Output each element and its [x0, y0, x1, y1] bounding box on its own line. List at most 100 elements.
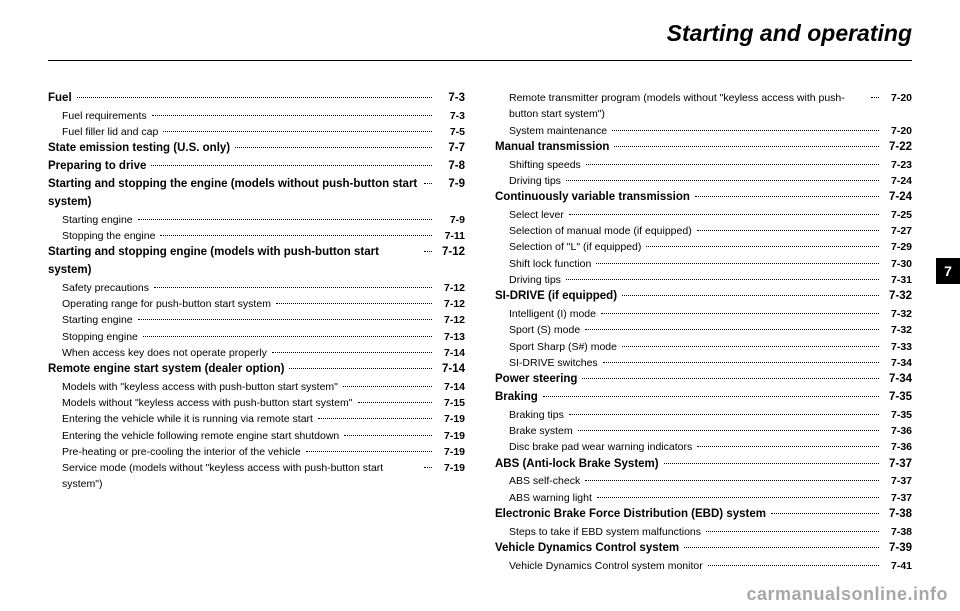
toc-label: ABS (Anti-lock Brake System)	[495, 456, 661, 474]
watermark: carmanualsonline.info	[746, 584, 948, 605]
toc-leader	[235, 147, 432, 148]
toc-label: Intelligent (I) mode	[495, 306, 598, 322]
toc-label: Driving tips	[495, 272, 563, 288]
toc-entry: Steps to take if EBD system malfunctions…	[495, 524, 912, 540]
toc-leader	[289, 368, 432, 369]
toc-entry: When access key does not operate properl…	[48, 345, 465, 361]
toc-label: Braking tips	[495, 407, 566, 423]
toc-leader	[276, 303, 432, 304]
toc-entry: Driving tips7-24	[495, 173, 912, 189]
toc-label: ABS self-check	[495, 473, 582, 489]
toc-label: Driving tips	[495, 173, 563, 189]
toc-leader	[569, 414, 879, 415]
toc-page-number: 7-23	[882, 157, 912, 173]
toc-page-number: 7-34	[882, 355, 912, 371]
toc-page-number: 7-9	[435, 212, 465, 228]
toc-entry: Manual transmission7-22	[495, 139, 912, 157]
toc-page-number: 7-32	[882, 288, 912, 306]
toc-label: Starting engine	[48, 212, 135, 228]
toc-label: Selection of "L" (if equipped)	[495, 239, 643, 255]
toc-label: Fuel requirements	[48, 108, 149, 124]
toc-leader	[586, 164, 879, 165]
toc-label: Fuel filler lid and cap	[48, 124, 160, 140]
toc-page-number: 7-39	[882, 540, 912, 558]
toc-label: Steps to take if EBD system malfunctions	[495, 524, 703, 540]
toc-label: SI-DRIVE (if equipped)	[495, 288, 619, 306]
toc-leader	[344, 435, 432, 436]
toc-leader	[343, 386, 432, 387]
section-tab: 7	[936, 258, 960, 284]
toc-column-right: Remote transmitter program (models witho…	[495, 90, 912, 574]
header: Starting and operating	[48, 20, 912, 68]
toc-leader	[569, 214, 879, 215]
toc-label: Selection of manual mode (if equipped)	[495, 223, 694, 239]
toc-label: Starting and stopping engine (models wit…	[48, 244, 421, 280]
toc-entry: Shifting speeds 7-23	[495, 157, 912, 173]
toc-label: Vehicle Dynamics Control system	[495, 540, 681, 558]
toc-label: Operating range for push-button start sy…	[48, 296, 273, 312]
toc-page-number: 7-14	[435, 379, 465, 395]
toc-page-number: 7-12	[435, 296, 465, 312]
toc-label: Remote transmitter program (models witho…	[495, 90, 868, 123]
toc-page-number: 7-31	[882, 272, 912, 288]
toc-entry: Electronic Brake Force Distribution (EBD…	[495, 506, 912, 524]
toc-leader	[585, 480, 879, 481]
toc-leader	[596, 263, 879, 264]
toc-page-number: 7-37	[882, 473, 912, 489]
toc-page-number: 7-35	[882, 407, 912, 423]
toc-label: Starting and stopping the engine (models…	[48, 176, 421, 212]
chapter-title: Starting and operating	[667, 20, 912, 47]
toc-leader	[77, 97, 432, 98]
toc-entry: Models with "keyless access with push-bu…	[48, 379, 465, 395]
toc-page-number: 7-25	[882, 207, 912, 223]
toc-page-number: 7-9	[435, 176, 465, 194]
toc-page-number: 7-32	[882, 306, 912, 322]
toc-page-number: 7-19	[435, 460, 465, 476]
toc-page-number: 7-12	[435, 244, 465, 262]
toc-label: Remote engine start system (dealer optio…	[48, 361, 286, 379]
toc-label: Stopping the engine	[48, 228, 157, 244]
toc-label: Braking	[495, 389, 540, 407]
toc-leader	[566, 180, 879, 181]
toc-label: Models with "keyless access with push-bu…	[48, 379, 340, 395]
toc-entry: Vehicle Dynamics Control system monitor7…	[495, 558, 912, 574]
toc-entry: Starting and stopping engine (models wit…	[48, 244, 465, 280]
toc-leader	[622, 346, 879, 347]
toc-label: Entering the vehicle following remote en…	[48, 428, 341, 444]
toc-entry: Preparing to drive7-8	[48, 158, 465, 176]
toc-entry: SI-DRIVE switches7-34	[495, 355, 912, 371]
toc-label: Shift lock function	[495, 256, 593, 272]
toc-leader	[597, 497, 879, 498]
toc-label: Manual transmission	[495, 139, 611, 157]
toc-entry: Driving tips 7-31	[495, 272, 912, 288]
toc-leader	[163, 131, 432, 132]
page-container: Starting and operating Fuel7-3Fuel requi…	[0, 0, 960, 594]
toc-leader	[622, 295, 879, 296]
toc-entry: Safety precautions7-12	[48, 280, 465, 296]
toc-entry: Fuel filler lid and cap7-5	[48, 124, 465, 140]
toc-entry: Starting and stopping the engine (models…	[48, 176, 465, 212]
toc-entry: Selection of "L" (if equipped)7-29	[495, 239, 912, 255]
toc-label: Vehicle Dynamics Control system monitor	[495, 558, 705, 574]
toc-entry: Entering the vehicle following remote en…	[48, 428, 465, 444]
toc-leader	[424, 183, 432, 184]
toc-leader	[706, 531, 879, 532]
toc-leader	[664, 463, 879, 464]
toc-leader	[151, 165, 432, 166]
toc-leader	[138, 319, 432, 320]
toc-entry: Brake system7-36	[495, 423, 912, 439]
toc-entry: Disc brake pad wear warning indicators7-…	[495, 439, 912, 455]
toc-leader	[143, 336, 432, 337]
toc-label: Continuously variable transmission	[495, 189, 692, 207]
toc-label: Starting engine	[48, 312, 135, 328]
toc-entry: Vehicle Dynamics Control system 7-39	[495, 540, 912, 558]
toc-entry: Entering the vehicle while it is running…	[48, 411, 465, 427]
toc-label: Shifting speeds	[495, 157, 583, 173]
toc-entry: Power steering7-34	[495, 371, 912, 389]
toc-label: Disc brake pad wear warning indicators	[495, 439, 694, 455]
toc-label: Fuel	[48, 90, 74, 108]
toc-leader	[138, 219, 432, 220]
header-rule	[48, 60, 912, 61]
toc-page-number: 7-8	[435, 158, 465, 176]
toc-entry: Sport (S) mode7-32	[495, 322, 912, 338]
